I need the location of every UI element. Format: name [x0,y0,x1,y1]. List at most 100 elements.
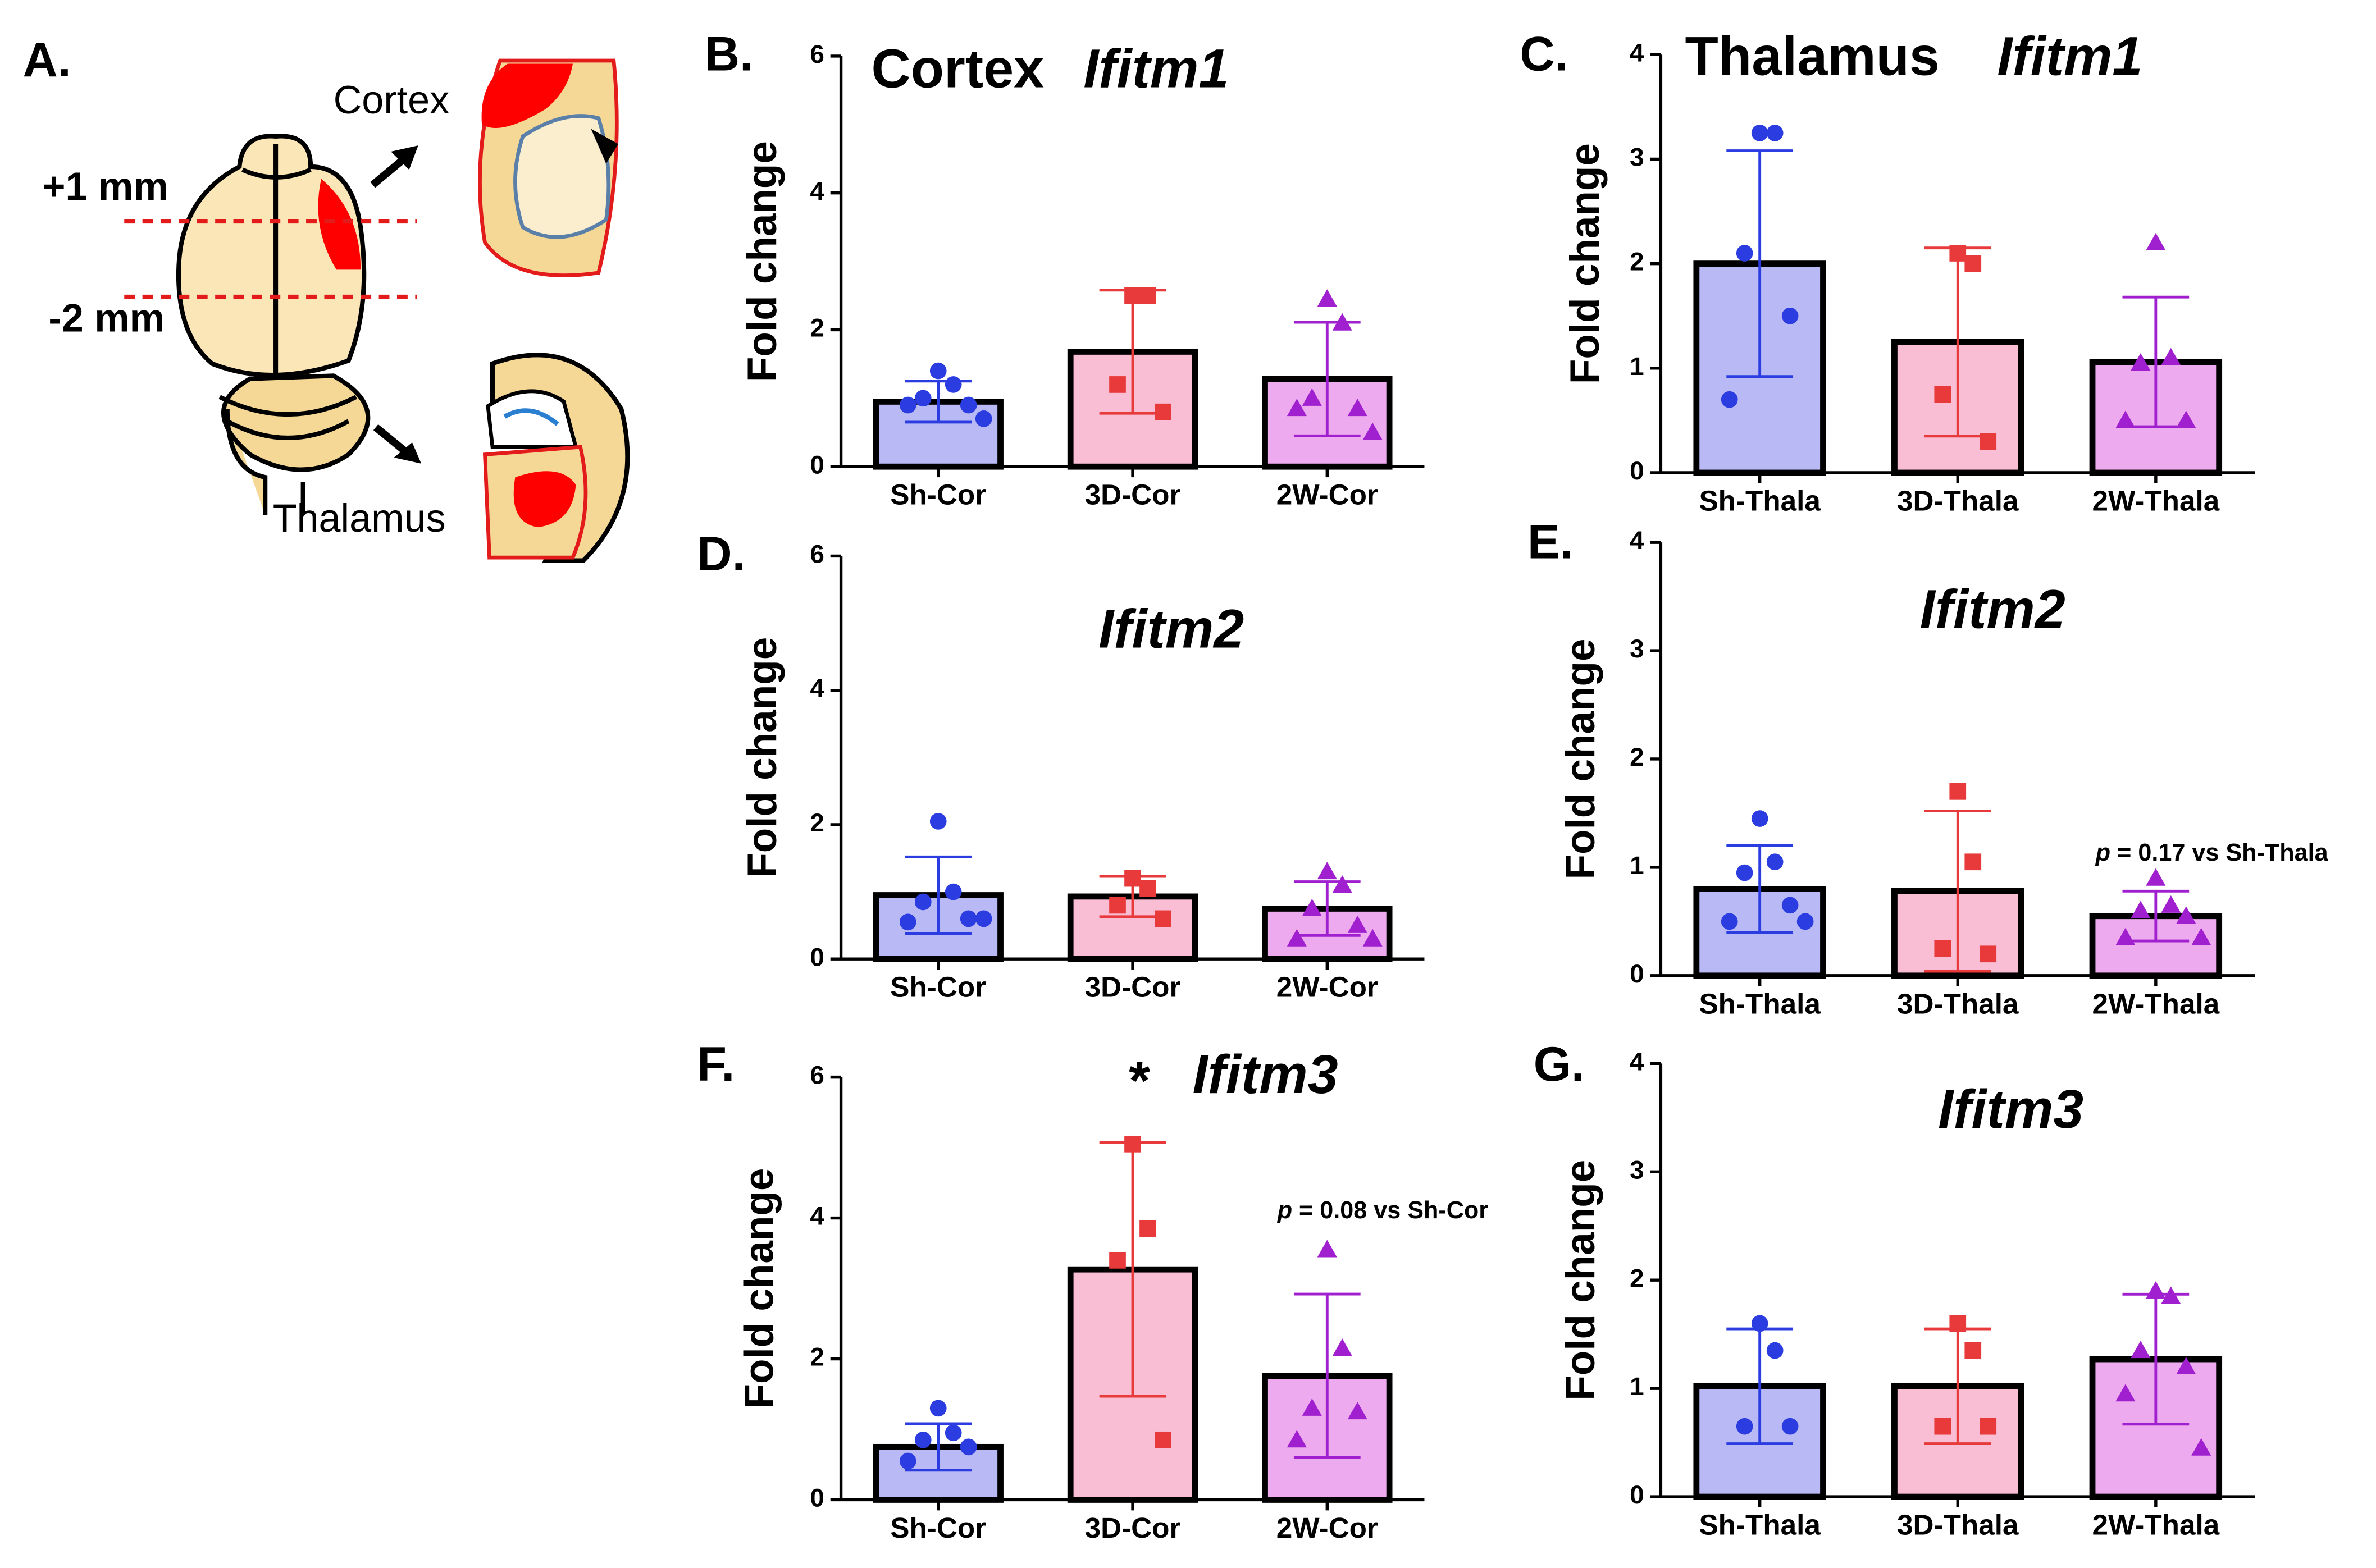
data-point [929,1400,947,1417]
y-tick-label: 3 [1630,634,1644,663]
data-point [2176,410,2196,428]
data-point [1934,940,1951,957]
data-point [1332,1338,1352,1356]
y-tick-label: 2 [810,808,824,837]
y-tick-label: 6 [810,540,824,569]
bar-chart: E. Ifitm2 p = 0.17 vs Sh-Thala Fold change 0… [1527,515,2329,1020]
y-tick-label: 2 [810,1342,824,1372]
data-point [1766,125,1784,141]
y-axis-label: Fold change [1558,1160,1603,1401]
data-point [1949,1315,1967,1332]
data-point [1109,1252,1126,1269]
data-point [1736,864,1753,881]
data-point [960,396,977,414]
y-tick-label: 4 [810,674,824,703]
arrow-head [394,442,422,464]
bar-chart: G. Ifitm3 Fold change 0 1 2 3 4 Sh-Thala 3D-Thala… [1534,1037,2255,1541]
data-point [1766,853,1784,871]
error-bar [1924,810,1991,973]
data-point [2161,348,2181,365]
olfactory-line [241,167,312,180]
data-point [1347,1402,1367,1420]
y-tick-label: 0 [1630,1480,1644,1509]
y-tick-label: 2 [810,313,824,342]
x-tick-label: Sh-Cor [890,1512,986,1544]
gene-name: Ifitm2 [1920,579,2065,640]
data-point [914,390,932,407]
data-point [1347,399,1367,417]
x-tick-label: 3D-Thala [1897,988,2019,1020]
error-bar [1293,1292,1361,1459]
data-point [1980,945,1997,963]
data-point [1796,913,1814,930]
chart-title: Thalamus [1685,26,1940,87]
y-tick-label: 4 [1630,1046,1644,1076]
data-point [1980,1418,1997,1435]
panel-label: E. [1527,515,1574,569]
cortex-inner [513,114,611,239]
data-point [2131,900,2151,918]
data-point [1934,1418,1951,1435]
data-point [1964,1342,1982,1359]
brain-diagram: A. +1 mm -2 mm Cortex Thalamus [22,33,630,563]
data-point [960,910,977,927]
data-point [1949,783,1967,800]
y-tick-label: 6 [810,1060,824,1090]
data-point [2131,353,2151,371]
x-tick-label: 2W-Thala [2092,1509,2219,1541]
y-axis-label: Fold change [737,1168,782,1409]
y-tick-label: 1 [1630,1372,1644,1401]
y-tick-label: 1 [1630,851,1644,880]
y-axis-label: Fold change [1562,143,1608,384]
lesion [318,179,361,270]
data-point [899,1452,916,1470]
region-label: Thalamus [273,496,446,540]
data-point [945,883,962,900]
data-point [1155,403,1171,420]
data-point [1751,125,1768,141]
significance-star: * [1129,1050,1150,1111]
thalamus-lesion [513,471,576,528]
y-tick-label: 3 [1630,143,1644,172]
data-point [1362,422,1383,440]
data-point [1949,245,1967,262]
data-point [2176,1357,2196,1375]
data-point [1317,1240,1337,1258]
coordinate-label: -2 mm [48,296,165,340]
y-tick-label: 0 [810,450,824,479]
data-point [945,1424,962,1442]
x-tick-label: 3D-Thala [1897,485,2019,517]
y-tick-label: 4 [810,176,824,205]
y-axis-label: Fold change [740,637,785,878]
x-tick-label: 2W-Cor [1276,971,1378,1003]
y-tick-label: 4 [810,1201,824,1231]
error-bar [1293,321,1361,437]
y-tick-label: 4 [1630,38,1644,67]
y-axis-label: Fold change [1558,638,1603,879]
data-point [914,1431,932,1448]
error-bar [1293,880,1361,937]
data-point [1964,255,1982,272]
annotation: p = 0.08 vs Sh-Cor [1277,1197,1489,1224]
data-point [1109,897,1126,914]
bar-chart: D. Ifitm2 Fold change 0 2 4 6 Sh-Cor 3D-Cor 2W-Co… [697,527,1425,1003]
data-point [2115,927,2136,945]
data-point [899,396,916,414]
y-tick-label: 0 [1630,959,1644,988]
error-bar [905,855,972,935]
chart-title: Cortex [872,38,1045,99]
data-point [1721,913,1738,930]
cerebrum [176,134,367,377]
cortex-lesion [481,63,573,129]
x-tick-label: Sh-Thala [1699,988,1821,1020]
data-point [1139,880,1156,897]
y-tick-label: 2 [1630,247,1644,276]
data-point [2131,1341,2151,1359]
annotation-text: = 0.17 vs Sh-Thala [2110,839,2328,866]
data-point [1781,1418,1799,1435]
panel-label: D. [697,527,745,581]
cerebellum-folds [218,395,357,440]
gene-name: Ifitm2 [1098,598,1244,660]
x-tick-label: 3D-Cor [1085,479,1181,511]
